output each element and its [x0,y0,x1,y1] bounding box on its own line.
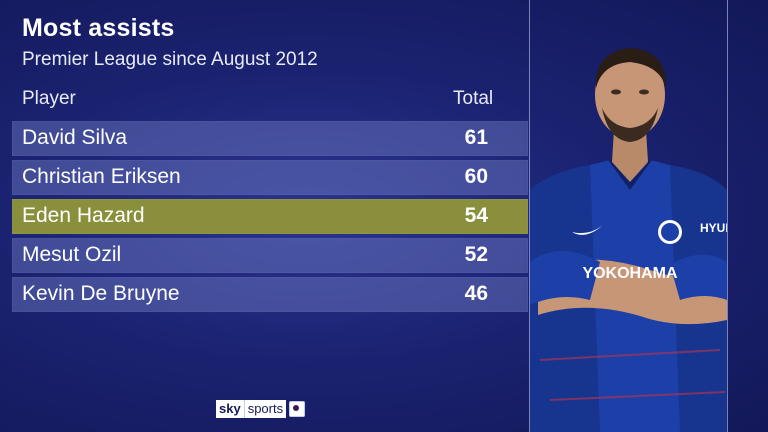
divider-line [529,0,530,432]
swoosh-icon [572,226,602,235]
table-row: Kevin De Bruyne 46 [12,277,528,312]
sponsor-text: YOKOHAMA [582,265,678,282]
column-header-total: Total [453,88,494,109]
player-total: 54 [464,204,488,227]
player-name: David Silva [22,126,128,149]
stats-table: David Silva 61 Christian Eriksen 60 Eden… [12,121,528,316]
player-name: Eden Hazard [22,204,145,227]
player-photo: YOKOHAMA HYUN [530,0,727,432]
player-illustration: YOKOHAMA HYUN [530,48,727,432]
page-title: Most assists [22,14,175,42]
logo-sky: sky [216,400,244,418]
player-total: 46 [464,282,488,305]
column-header-player: Player [22,88,76,109]
premier-league-icon [289,401,306,417]
player-name: Christian Eriksen [22,165,181,188]
page-subtitle: Premier League since August 2012 [22,49,318,70]
table-row: David Silva 61 [12,121,528,156]
table-row: Mesut Ozil 52 [12,238,528,273]
player-total: 61 [464,126,488,149]
sky-sports-logo: sky sports [216,400,306,418]
logo-sports: sports [243,400,287,418]
player-total: 60 [464,165,488,188]
player-name: Mesut Ozil [22,243,122,266]
player-name: Kevin De Bruyne [22,282,180,305]
sleeve-text: HYUN [700,221,727,235]
divider-line [727,0,728,432]
table-row-highlighted: Eden Hazard 54 [12,199,528,234]
table-row: Christian Eriksen 60 [12,160,528,195]
player-total: 52 [464,243,488,266]
